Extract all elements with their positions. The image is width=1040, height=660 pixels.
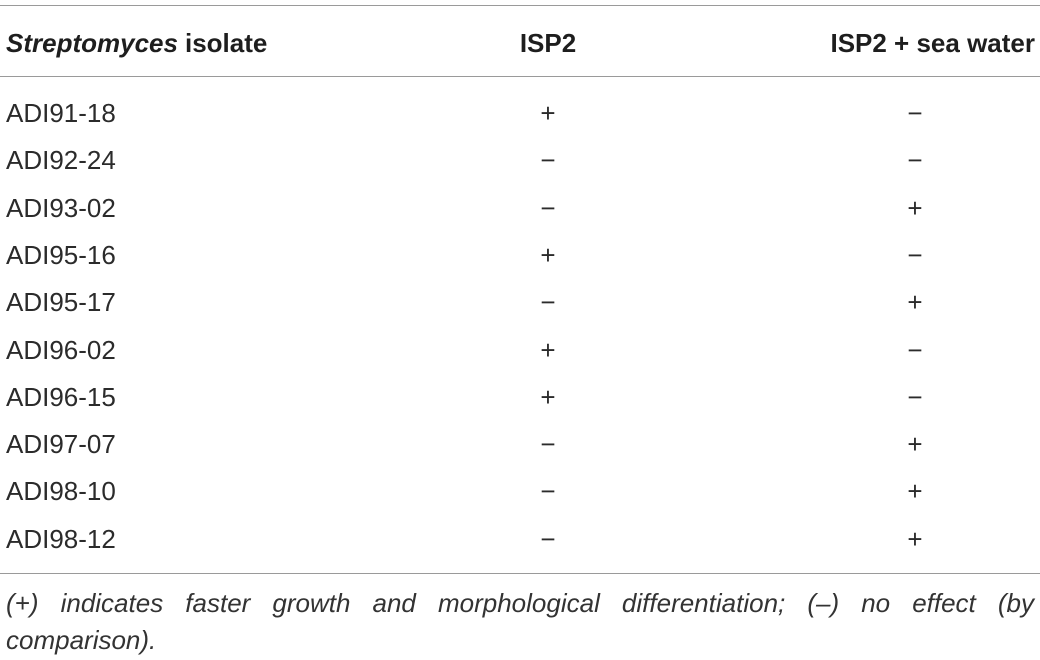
- isolate-name: ADI96-02: [6, 334, 116, 365]
- isolate-name: ADI92-24: [6, 145, 116, 176]
- growth-mark: −: [907, 239, 923, 270]
- growth-mark: +: [540, 334, 556, 365]
- top-rule: [0, 5, 1040, 6]
- isolate-name: ADI91-18: [6, 98, 116, 128]
- growth-mark: +: [540, 239, 556, 270]
- footnote: (+) indicates faster growth and morpholo…: [6, 588, 1034, 655]
- growth-mark: −: [540, 192, 556, 223]
- isolate-name: ADI95-17: [6, 287, 116, 318]
- isolate-name: ADI98-12: [6, 523, 116, 554]
- growth-mark: −: [907, 98, 923, 128]
- growth-mark: −: [907, 334, 923, 365]
- growth-mark: −: [907, 381, 923, 412]
- growth-mark: +: [540, 381, 556, 412]
- growth-mark: +: [907, 287, 923, 318]
- header-cell: ISP2: [519, 28, 577, 58]
- header-cell: Streptomyces isolate: [6, 28, 267, 58]
- isolate-name: ADI95-16: [6, 239, 116, 270]
- header-rule: [0, 76, 1040, 77]
- growth-mark: +: [907, 523, 923, 554]
- growth-mark: −: [540, 523, 556, 554]
- growth-mark: +: [907, 429, 923, 460]
- growth-mark: −: [540, 287, 556, 318]
- header-text: Streptomyces: [6, 28, 178, 58]
- growth-mark: −: [540, 429, 556, 460]
- isolate-name: ADI97-07: [6, 429, 116, 460]
- header-text: isolate: [184, 28, 268, 58]
- isolate-name: ADI98-10: [6, 476, 116, 507]
- header-cell: ISP2 + sea water: [830, 28, 1035, 58]
- growth-mark: +: [907, 476, 923, 507]
- isolate-name: ADI93-02: [6, 192, 116, 223]
- isolate-name: ADI96-15: [6, 381, 116, 412]
- growth-mark: +: [540, 98, 556, 128]
- growth-mark: −: [907, 145, 923, 176]
- bottom-rule: [0, 573, 1040, 574]
- growth-mark: −: [540, 476, 556, 507]
- growth-mark: −: [540, 145, 556, 176]
- growth-mark: +: [907, 192, 923, 223]
